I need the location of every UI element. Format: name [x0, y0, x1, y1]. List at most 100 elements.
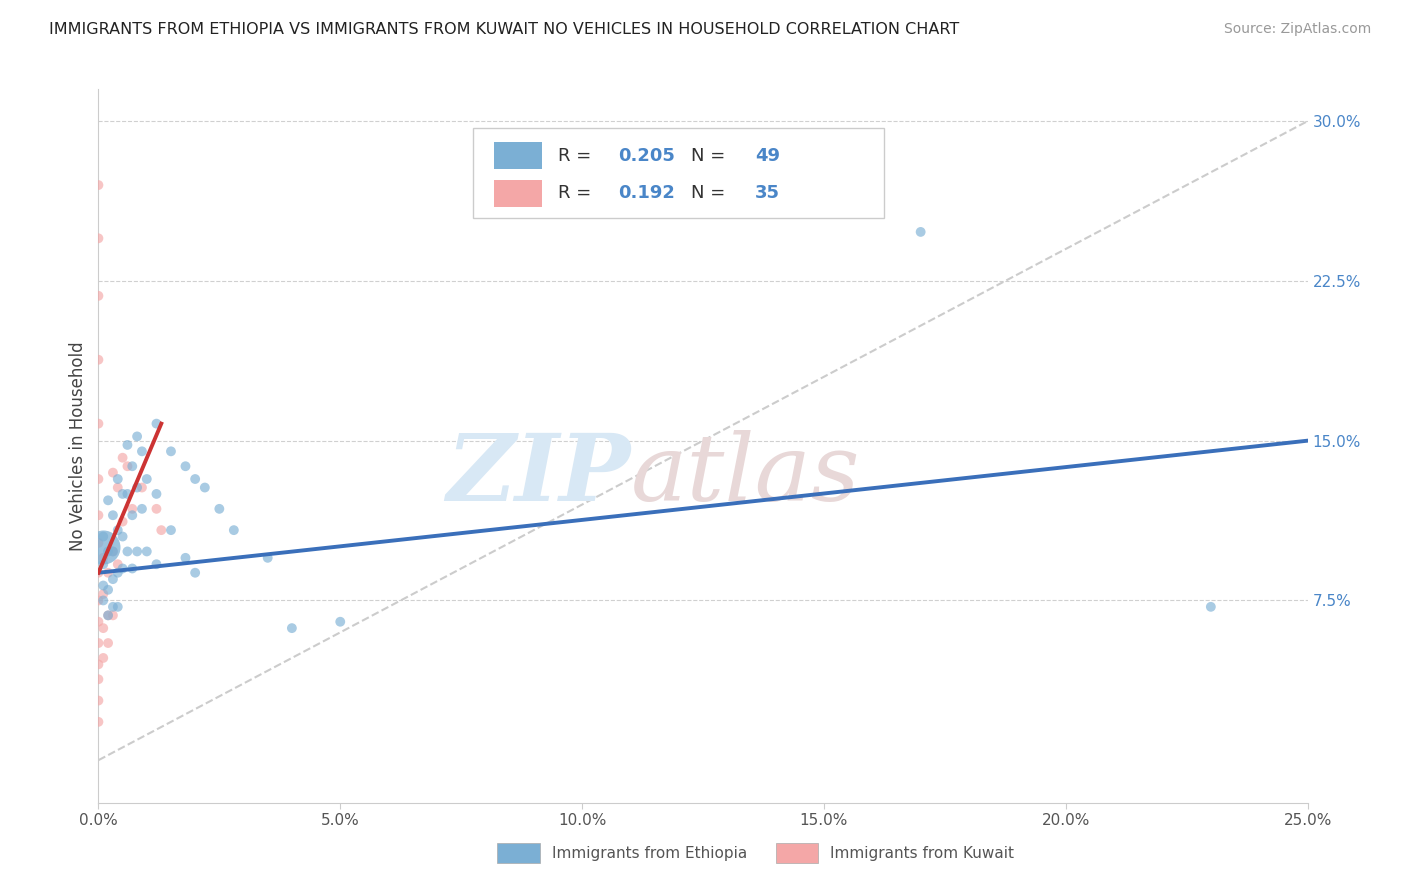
Point	[91, 593, 114, 607]
Point	[107, 472, 129, 486]
Text: Source: ZipAtlas.com: Source: ZipAtlas.com	[1223, 22, 1371, 37]
Point	[87, 615, 110, 629]
Point	[107, 566, 129, 580]
Point	[111, 450, 134, 465]
Bar	[494, 180, 543, 207]
Point	[87, 508, 110, 523]
Point	[111, 529, 134, 543]
Point	[97, 608, 120, 623]
Point	[121, 501, 143, 516]
Bar	[494, 142, 543, 169]
Point	[256, 550, 278, 565]
Point	[145, 487, 167, 501]
Point	[107, 599, 129, 614]
Point	[117, 544, 139, 558]
Point	[97, 493, 120, 508]
Point	[131, 444, 153, 458]
Point	[87, 352, 110, 367]
Point	[91, 558, 114, 572]
Point	[87, 593, 110, 607]
Point	[101, 599, 124, 614]
Point	[131, 481, 153, 495]
Point	[127, 481, 149, 495]
Point	[91, 651, 114, 665]
Point	[107, 481, 129, 495]
Text: R =: R =	[558, 185, 598, 202]
Point	[101, 508, 124, 523]
Text: atlas: atlas	[630, 430, 860, 519]
Point	[194, 481, 217, 495]
Point	[184, 566, 207, 580]
Point	[111, 487, 134, 501]
Point	[91, 587, 114, 601]
Point	[121, 561, 143, 575]
Point	[87, 417, 110, 431]
Point	[91, 540, 114, 554]
Point	[222, 523, 245, 537]
Point	[91, 578, 114, 592]
Point	[87, 657, 110, 672]
Point	[145, 417, 167, 431]
Point	[101, 572, 124, 586]
Point	[174, 459, 197, 474]
Point	[135, 472, 157, 486]
Point	[208, 501, 231, 516]
Point	[97, 582, 120, 597]
Point	[87, 693, 110, 707]
Text: N =: N =	[690, 146, 731, 164]
Point	[87, 566, 110, 580]
Point	[91, 621, 114, 635]
Text: R =: R =	[558, 146, 598, 164]
Point	[117, 438, 139, 452]
Point	[127, 544, 149, 558]
Point	[160, 444, 183, 458]
Point	[97, 544, 120, 558]
Point	[97, 566, 120, 580]
Text: 49: 49	[755, 146, 780, 164]
Text: N =: N =	[690, 185, 731, 202]
Point	[87, 472, 110, 486]
Point	[87, 672, 110, 686]
Point	[111, 561, 134, 575]
Point	[101, 608, 124, 623]
Point	[117, 459, 139, 474]
FancyBboxPatch shape	[474, 128, 884, 218]
Point	[150, 523, 173, 537]
Point	[87, 536, 110, 550]
Point	[91, 550, 114, 565]
Point	[87, 289, 110, 303]
Point	[910, 225, 932, 239]
Text: 35: 35	[755, 185, 780, 202]
Point	[117, 487, 139, 501]
Point	[87, 231, 110, 245]
Point	[145, 501, 167, 516]
Point	[87, 178, 110, 192]
Point	[145, 558, 167, 572]
Point	[174, 550, 197, 565]
Point	[184, 472, 207, 486]
Point	[107, 558, 129, 572]
Point	[87, 636, 110, 650]
Point	[107, 523, 129, 537]
Point	[1199, 599, 1222, 614]
Point	[91, 529, 114, 543]
Text: ZIP: ZIP	[446, 430, 630, 519]
Point	[101, 544, 124, 558]
Point	[121, 508, 143, 523]
Point	[160, 523, 183, 537]
Text: 0.192: 0.192	[619, 185, 675, 202]
Bar	[776, 844, 818, 863]
Point	[101, 466, 124, 480]
Text: Immigrants from Ethiopia: Immigrants from Ethiopia	[551, 846, 747, 861]
Text: IMMIGRANTS FROM ETHIOPIA VS IMMIGRANTS FROM KUWAIT NO VEHICLES IN HOUSEHOLD CORR: IMMIGRANTS FROM ETHIOPIA VS IMMIGRANTS F…	[49, 22, 959, 37]
Text: 0.205: 0.205	[619, 146, 675, 164]
Point	[281, 621, 304, 635]
Text: Immigrants from Kuwait: Immigrants from Kuwait	[830, 846, 1014, 861]
Point	[97, 608, 120, 623]
Point	[111, 515, 134, 529]
Point	[131, 501, 153, 516]
Point	[127, 429, 149, 443]
Bar	[498, 844, 540, 863]
Point	[87, 714, 110, 729]
Point	[97, 636, 120, 650]
